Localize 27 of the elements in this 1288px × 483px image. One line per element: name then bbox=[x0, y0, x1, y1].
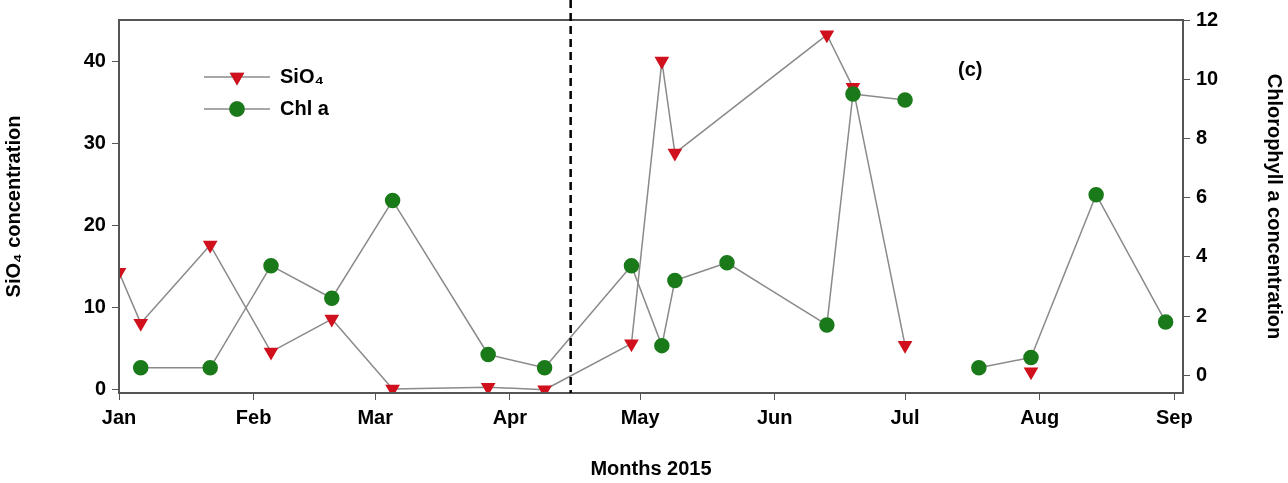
y2-tick-label: 8 bbox=[1196, 125, 1208, 148]
x-tick-label: Jul bbox=[890, 405, 920, 428]
x-tick-label: Feb bbox=[235, 405, 272, 428]
x-tick-label: May bbox=[620, 405, 661, 428]
y-tick-label: 10 bbox=[83, 295, 106, 318]
y2-tick-label: 10 bbox=[1196, 66, 1219, 89]
y-tick-label: 40 bbox=[83, 48, 106, 71]
y-tick-label: 0 bbox=[94, 377, 106, 400]
y2-tick-label: 0 bbox=[1196, 362, 1208, 385]
x-axis-title: Months 2015 bbox=[590, 456, 712, 479]
x-tick-label: Apr bbox=[492, 405, 528, 428]
y2-tick-label: 4 bbox=[1196, 244, 1208, 267]
y2-tick-label: 2 bbox=[1196, 303, 1208, 326]
x-tick-label: Jan bbox=[101, 405, 137, 428]
y-tick-label: 30 bbox=[83, 130, 106, 153]
y2-axis-title: Chlorophyll a concentration bbox=[1264, 73, 1287, 340]
x-tick-label: Jun bbox=[756, 405, 793, 428]
y2-tick-label: 6 bbox=[1196, 185, 1208, 208]
x-tick-label: Sep bbox=[1155, 405, 1193, 428]
x-tick-label: Mar bbox=[357, 405, 394, 428]
annotation: (c) bbox=[957, 57, 983, 80]
legend-label: SiO₄ bbox=[280, 64, 324, 87]
y2-tick-label: 12 bbox=[1196, 7, 1219, 30]
y-axis-title: SiO₄ concentration bbox=[1, 115, 24, 298]
y-tick-label: 20 bbox=[83, 212, 106, 235]
x-tick-label: Aug bbox=[1020, 405, 1060, 428]
legend-label: Chl a bbox=[280, 96, 330, 119]
